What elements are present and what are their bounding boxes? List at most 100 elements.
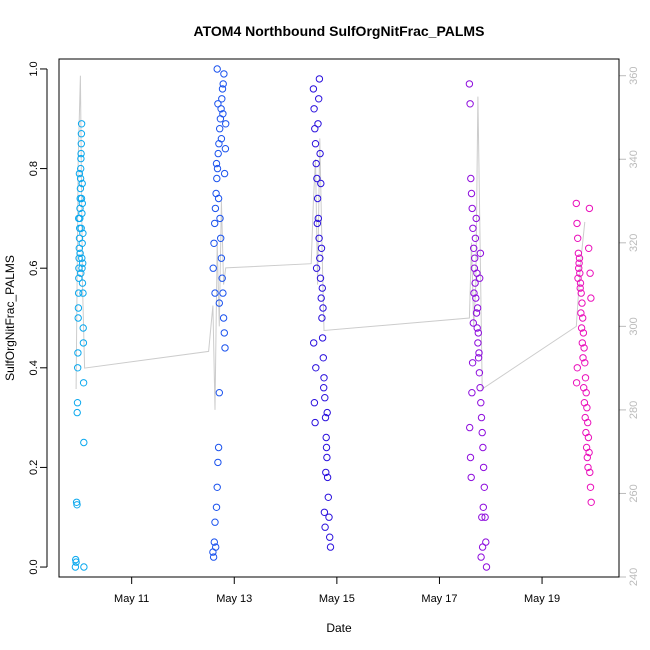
y-tick-label: 0.4 <box>28 360 40 375</box>
data-point-flight-1 <box>79 339 88 347</box>
data-point-flight-1 <box>78 264 86 272</box>
data-point-flight-3 <box>320 374 328 382</box>
data-point-flight-1 <box>77 149 85 158</box>
data-point-flight-2 <box>215 389 224 397</box>
data-point-flight-3 <box>311 140 320 148</box>
data-point-flight-3 <box>321 413 330 422</box>
data-point-flight-1 <box>78 279 87 287</box>
data-point-flight-1 <box>79 259 87 267</box>
data-point-flight-4 <box>467 473 475 482</box>
data-point-flight-3 <box>310 399 319 407</box>
data-point-flight-4 <box>481 513 489 521</box>
data-point-flight-4 <box>477 553 485 561</box>
data-point-flight-3 <box>310 339 318 347</box>
data-point-flight-5 <box>579 354 587 362</box>
data-point-flight-1 <box>79 324 87 332</box>
data-point-flight-5 <box>574 234 582 243</box>
y-tick-label: 0.0 <box>28 559 40 574</box>
data-point-flight-4 <box>472 214 480 223</box>
plot-frame <box>58 58 620 578</box>
data-point-flight-1 <box>74 304 83 312</box>
data-point-flight-4 <box>466 453 475 462</box>
data-point-flight-1 <box>78 254 86 262</box>
data-point-flight-1 <box>77 269 85 277</box>
y-tick-label: 0.6 <box>28 261 40 276</box>
data-point-flight-2 <box>214 100 222 108</box>
y2-tick-label: 320 <box>628 234 640 252</box>
data-point-flight-3 <box>323 408 331 417</box>
data-point-flight-5 <box>587 294 595 302</box>
data-point-flight-3 <box>316 254 324 262</box>
data-point-flight-1 <box>74 364 82 372</box>
data-point-flight-3 <box>319 304 327 312</box>
data-point-flight-2 <box>217 234 225 243</box>
data-point-flight-5 <box>587 498 595 506</box>
data-point-flight-5 <box>582 428 590 437</box>
y-tick-label: 0.8 <box>28 161 40 176</box>
data-point-flight-1 <box>75 274 83 282</box>
data-point-flight-2 <box>221 344 229 352</box>
data-point-flight-4 <box>477 399 485 407</box>
data-point-flight-2 <box>211 289 219 297</box>
data-point-flight-2 <box>214 149 222 158</box>
data-point-flight-5 <box>575 264 583 272</box>
data-point-flight-2 <box>213 65 221 73</box>
data-point-flight-4 <box>468 204 476 213</box>
data-point-flight-3 <box>320 384 328 392</box>
data-point-flight-1 <box>77 140 86 148</box>
data-point-flight-1 <box>77 154 85 163</box>
data-point-flight-1 <box>75 264 83 272</box>
data-point-flight-5 <box>573 219 581 228</box>
data-point-flight-1 <box>79 379 88 387</box>
data-point-flight-1 <box>76 174 85 183</box>
data-point-flight-3 <box>313 219 321 228</box>
data-point-flight-5 <box>575 254 584 262</box>
y2-tick-label: 340 <box>628 150 640 168</box>
data-point-flight-1 <box>77 164 85 173</box>
data-point-flight-3 <box>317 294 325 302</box>
data-point-flight-3 <box>326 543 335 551</box>
x-tick-label: May 11 <box>114 593 149 605</box>
data-point-flight-3 <box>317 179 325 188</box>
data-point-flight-3 <box>309 85 318 93</box>
data-point-flight-4 <box>471 254 479 262</box>
data-point-flight-4 <box>476 274 484 282</box>
data-point-flight-3 <box>324 493 332 501</box>
data-point-flight-2 <box>218 85 227 93</box>
data-point-flight-4 <box>469 319 477 327</box>
data-point-flight-4 <box>474 354 483 362</box>
data-point-flight-2 <box>220 329 229 337</box>
data-point-flight-1 <box>72 555 80 564</box>
data-point-flight-4 <box>471 279 479 287</box>
data-point-flight-1 <box>78 199 87 208</box>
data-point-flight-2 <box>212 543 220 551</box>
data-point-flight-2 <box>218 95 226 103</box>
data-point-flight-1 <box>77 130 86 138</box>
data-point-flight-5 <box>586 269 594 277</box>
data-point-flight-5 <box>581 374 590 382</box>
data-point-flight-3 <box>326 533 334 541</box>
data-point-flight-1 <box>74 349 82 357</box>
data-point-flight-3 <box>323 453 331 462</box>
data-point-flight-2 <box>221 145 230 153</box>
chart-title: ATOM4 Northbound SulfOrgNitFrac_PALMS <box>194 23 485 39</box>
data-point-flight-1 <box>76 249 84 258</box>
data-point-flight-5 <box>576 269 584 277</box>
data-point-flight-2 <box>222 120 230 128</box>
data-point-flight-4 <box>478 543 487 551</box>
data-point-flight-5 <box>581 359 589 367</box>
data-point-flight-2 <box>220 169 229 178</box>
data-point-flight-4 <box>471 234 480 243</box>
data-point-flight-1 <box>79 289 87 297</box>
data-point-flight-5 <box>578 339 586 347</box>
x-axis-label: Date <box>326 621 352 635</box>
data-point-flight-3 <box>315 234 323 243</box>
data-point-flight-3 <box>317 244 326 253</box>
data-point-flight-2 <box>217 254 226 262</box>
data-point-flight-3 <box>312 159 320 168</box>
data-point-flight-1 <box>80 563 88 571</box>
data-point-flight-2 <box>212 503 221 511</box>
data-point-flight-4 <box>472 294 480 302</box>
data-point-flight-2 <box>209 553 218 561</box>
data-point-flight-5 <box>579 329 588 337</box>
